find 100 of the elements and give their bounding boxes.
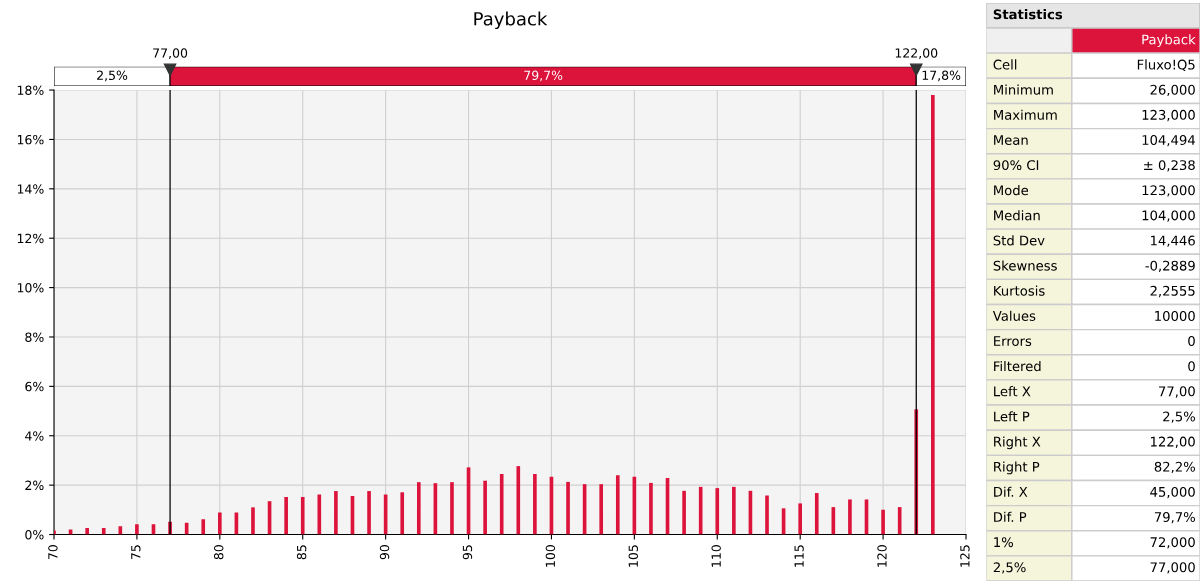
- bar: [450, 482, 454, 535]
- x-tick-label: 70: [48, 545, 58, 560]
- bar: [499, 474, 504, 535]
- x-tick-label: 75: [131, 545, 141, 560]
- text: Errors: [994, 336, 1032, 347]
- bar: [615, 475, 620, 535]
- text: Mean: [994, 135, 1028, 145]
- x-tick-label: 85: [296, 545, 307, 560]
- chart-title: Payback: [474, 11, 548, 30]
- text: 79,7%: [1154, 512, 1195, 524]
- text: Dif. P: [994, 511, 1027, 522]
- text: 123,000: [1142, 109, 1195, 122]
- text: 26,000: [1150, 84, 1195, 97]
- text: Minimum: [994, 84, 1053, 95]
- text: 17,8%: [922, 70, 961, 82]
- bar: [798, 503, 803, 535]
- text: -0,2889: [1145, 260, 1195, 272]
- y-tick-label: 10%: [17, 283, 44, 293]
- bar: [732, 486, 736, 535]
- text: Mode: [994, 185, 1029, 196]
- bar: [284, 496, 288, 535]
- bar: [367, 491, 371, 535]
- bar: [217, 512, 222, 535]
- text: 0: [1188, 361, 1195, 372]
- bar: [566, 481, 570, 535]
- y-tick-label: 6%: [25, 381, 44, 392]
- text: Cell: [993, 59, 1017, 70]
- text: 2,5%: [993, 562, 1026, 574]
- y-tick-label: 18%: [17, 85, 44, 95]
- x-tick-label: 120: [877, 545, 887, 567]
- text: Payback: [1142, 34, 1196, 47]
- bar: [300, 496, 305, 535]
- text: ± 0,238: [1144, 160, 1195, 172]
- x-tick-label: 90: [379, 545, 390, 560]
- bar: [814, 493, 819, 535]
- text: 104,494: [1142, 134, 1195, 147]
- text: 72,000: [1150, 537, 1195, 549]
- bar: [649, 482, 653, 535]
- y-tick-label: 14%: [17, 184, 44, 194]
- bar: [715, 488, 720, 535]
- text: 122,00: [1151, 436, 1195, 448]
- text: Kurtosis: [994, 285, 1045, 296]
- x-tick-label: 115: [794, 545, 804, 567]
- bar: [599, 484, 604, 535]
- text: Filtered: [994, 360, 1041, 372]
- text: Left X: [994, 386, 1031, 397]
- y-tick-label: 16%: [17, 134, 44, 145]
- text: 77,000: [1150, 562, 1195, 574]
- text: 104,000: [1142, 210, 1195, 222]
- bar: [765, 495, 769, 535]
- y-tick-label: 4%: [25, 431, 44, 441]
- x-tick-label: 110: [711, 545, 721, 567]
- text: Right P: [994, 461, 1040, 475]
- bar: [533, 474, 537, 535]
- x-tick-label: 125: [960, 545, 970, 567]
- bar: [251, 507, 255, 535]
- text: 2,5%: [97, 70, 128, 82]
- bar: [135, 524, 139, 535]
- text: 79,7%: [524, 70, 563, 82]
- bar: [416, 482, 421, 535]
- bar: [682, 490, 686, 535]
- y-tick-label: 0%: [25, 529, 44, 540]
- y-tick-label: 8%: [25, 332, 44, 342]
- bar: [698, 486, 703, 535]
- bar: [400, 492, 405, 535]
- bar: [85, 528, 89, 535]
- bar: [201, 519, 206, 535]
- text: 77,00: [1159, 386, 1195, 398]
- text: Right X: [994, 436, 1041, 450]
- text: Dif. X: [994, 486, 1028, 497]
- bar: [101, 528, 106, 535]
- x-tick-label: 80: [213, 545, 224, 560]
- text: Fluxo!Q5: [1137, 59, 1195, 72]
- text: 123,000: [1142, 185, 1195, 197]
- x-tick-label: 105: [628, 545, 638, 567]
- text: Skewness: [993, 260, 1057, 271]
- text: Statistics: [993, 9, 1063, 20]
- bar: [881, 509, 885, 535]
- text: 10000: [1155, 310, 1195, 321]
- text: 82,2%: [1154, 461, 1195, 474]
- bar: [317, 494, 322, 535]
- text: Maximum: [994, 109, 1057, 120]
- text: 1%: [994, 537, 1014, 548]
- text: Values: [992, 310, 1036, 321]
- ref-line-label: 122,00: [895, 48, 938, 59]
- text: Median: [994, 210, 1040, 221]
- text: 0: [1188, 336, 1195, 347]
- text: 45,000: [1150, 486, 1195, 499]
- bar: [483, 480, 487, 535]
- text: Std Dev: [993, 235, 1045, 246]
- text: 2,5%: [1163, 411, 1195, 423]
- y-tick-label: 12%: [17, 233, 44, 244]
- text: 90% CI: [993, 160, 1039, 171]
- text: 14,446: [1151, 235, 1195, 247]
- bar: [848, 499, 852, 535]
- text: Left P: [994, 411, 1030, 422]
- x-tick-label: 100: [545, 545, 556, 567]
- bar: [334, 491, 338, 535]
- text: 2,2555: [1150, 285, 1195, 298]
- bar: [516, 466, 521, 535]
